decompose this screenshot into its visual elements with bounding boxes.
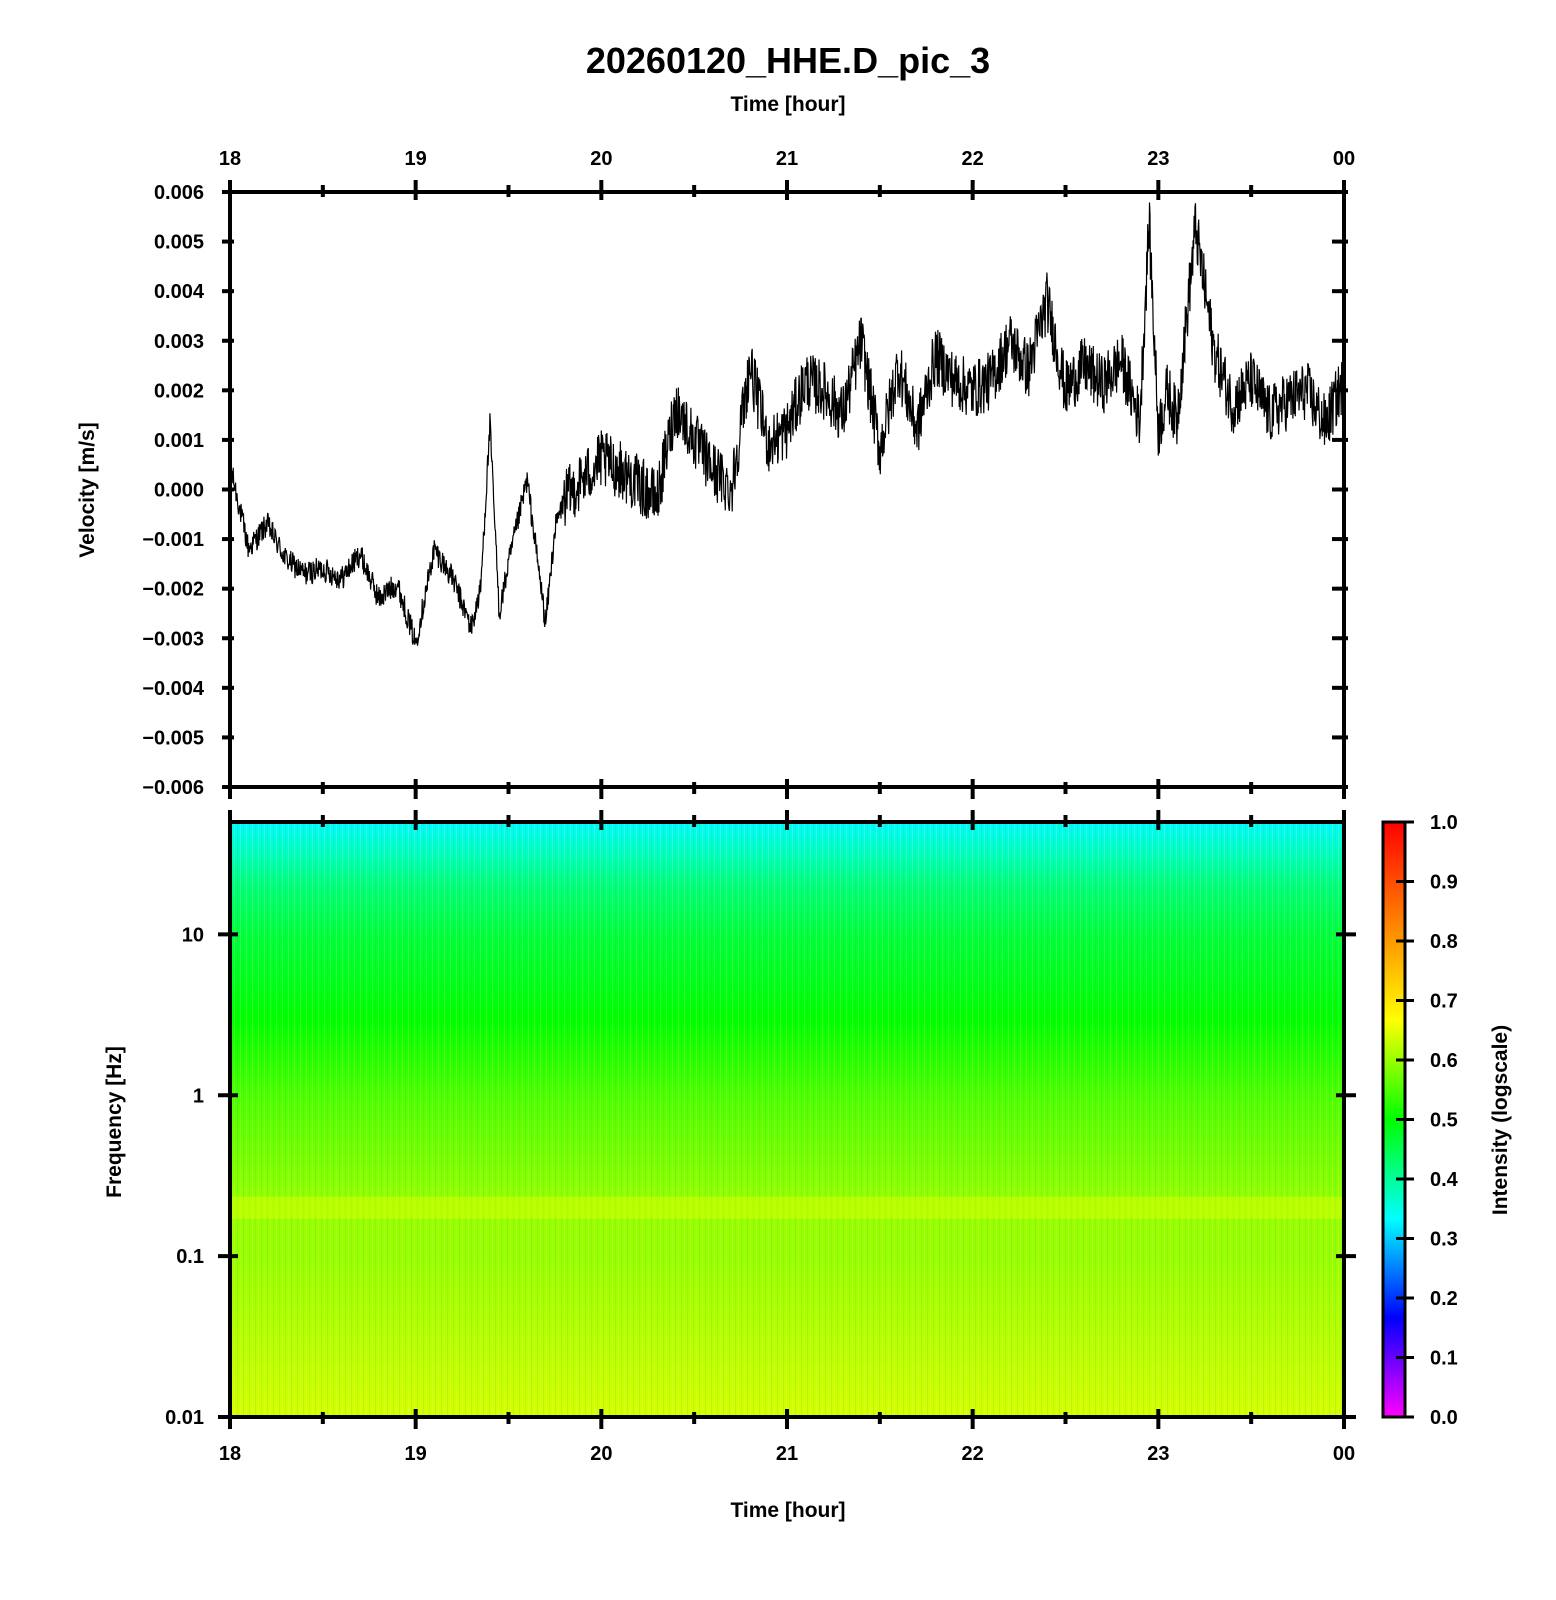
velocity-tick-label: 0.001 [154,430,204,452]
top-x-tick-label: 19 [405,148,427,170]
frequency-tick-label: 0.01 [165,1407,204,1429]
colorbar-tick-label: 0.9 [1430,872,1458,894]
velocity-tick-label: −0.001 [142,529,204,551]
velocity-tick-label: −0.004 [142,678,205,700]
top-x-axis-label: Time [hour] [730,93,845,116]
waveform-panel: 18 19 20 21 22 23 00 0.006 0.005 0.004 0.003 0.002… [76,148,1355,799]
bottom-x-tick-label: 22 [962,1443,984,1465]
velocity-tick-label: −0.003 [142,628,204,650]
colorbar-tick-label: 0.7 [1430,991,1458,1013]
velocity-axis-label: Velocity [m/s] [76,422,99,557]
velocity-tick-label: −0.006 [142,777,204,799]
colorbar-label: Intensity (logscale) [1489,1025,1512,1215]
velocity-tick-label: −0.005 [142,727,204,749]
colorbar-ticks [1396,820,1414,1419]
top-x-tick-label: 00 [1333,148,1355,170]
colorbar-tick-labels: 1.0 0.9 0.8 0.7 0.6 0.5 0.4 0.3 0.2 0.1 0.0 [1430,812,1459,1429]
top-x-tick-label: 21 [776,148,798,170]
top-x-tick-label: 23 [1147,148,1169,170]
colorbar-tick-label: 0.5 [1430,1110,1458,1132]
colorbar-tick-label: 0.0 [1430,1407,1458,1429]
bottom-x-tick-label: 20 [590,1443,612,1465]
frequency-tick-label: 1 [193,1085,204,1107]
figure-title: 20260120_HHE.D_pic_3 [586,40,990,81]
bottom-x-axis-label: Time [hour] [730,1499,845,1522]
colorbar-tick-label: 0.2 [1430,1288,1458,1310]
velocity-tick-label: 0.005 [154,232,204,254]
frequency-tick-label: 0.1 [176,1246,204,1268]
waveform-y-tick-labels: 0.006 0.005 0.004 0.003 0.002 0.001 0.000 −0.00… [142,182,205,799]
velocity-series [229,202,1345,646]
frequency-axis-label: Frequency [Hz] [103,1046,126,1198]
frequency-tick-label: 10 [182,924,204,946]
colorbar-tick-label: 0.1 [1430,1348,1458,1370]
bottom-x-tick-label: 21 [776,1443,798,1465]
colorbar: 1.0 0.9 0.8 0.7 0.6 0.5 0.4 0.3 0.2 0.1 0.0 Intens… [1381,812,1512,1429]
spectrogram-panel: 18 19 20 21 22 23 00 10 1 0.1 0.01 Frequency [Hz]… [103,810,1356,1522]
waveform-ticks [222,180,1348,799]
velocity-tick-label: 0.000 [154,480,204,502]
bottom-x-tick-label: 18 [219,1443,241,1465]
colorbar-tick-label: 0.3 [1430,1229,1458,1251]
top-x-tick-label: 18 [219,148,241,170]
waveform-frame [228,190,1346,789]
spectrogram-x-tick-labels: 18 19 20 21 22 23 00 [219,1443,1355,1465]
bottom-x-tick-label: 19 [405,1443,427,1465]
bottom-x-tick-label: 23 [1147,1443,1169,1465]
colorbar-tick-label: 0.8 [1430,931,1458,953]
velocity-tick-label: −0.002 [142,579,204,601]
velocity-tick-label: 0.003 [154,331,204,353]
waveform-x-tick-labels: 18 19 20 21 22 23 00 [219,148,1355,170]
velocity-tick-label: 0.002 [154,380,204,402]
velocity-tick-label: 0.004 [154,281,205,303]
colorbar-tick-label: 0.4 [1430,1169,1459,1191]
spectrogram-texture [230,822,1344,1417]
velocity-trace [229,202,1345,646]
top-x-tick-label: 20 [590,148,612,170]
colorbar-tick-label: 0.6 [1430,1050,1458,1072]
spectrogram-band-0.2hz [230,1196,1344,1219]
spectrogram-ticks [218,810,1356,1429]
spectrogram-y-tick-labels: 10 1 0.1 0.01 [165,924,204,1429]
top-x-tick-label: 22 [962,148,984,170]
bottom-x-tick-label: 00 [1333,1443,1355,1465]
velocity-tick-label: 0.006 [154,182,204,204]
colorbar-tick-label: 1.0 [1430,812,1458,834]
